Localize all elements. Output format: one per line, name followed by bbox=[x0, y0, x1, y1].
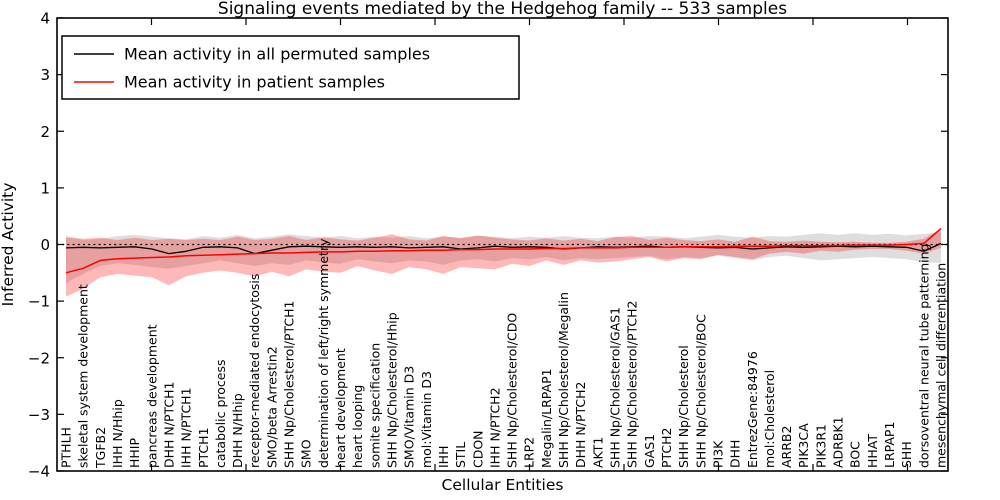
x-category-label: GAS1 bbox=[642, 434, 657, 468]
x-category-label: SMO/beta Arrestin2 bbox=[264, 346, 279, 468]
x-category-label: DHH N/Hhip bbox=[230, 393, 245, 468]
x-category-label: TGFB2 bbox=[93, 427, 108, 469]
x-category-label: SMO/Vitamin D3 bbox=[402, 366, 417, 468]
y-tick-label: 2 bbox=[40, 123, 50, 141]
legend-box bbox=[61, 35, 520, 100]
x-category-label: determination of left/right symmetry bbox=[316, 238, 331, 468]
x-category-label: pancreas development bbox=[144, 324, 159, 468]
x-category-label: IHH N/Hhip bbox=[110, 399, 125, 468]
x-category-label: SHH Np/Cholesterol/CDO bbox=[505, 313, 520, 468]
x-category-label: PI3K bbox=[710, 440, 725, 468]
x-category-label: IHH bbox=[436, 446, 451, 469]
permuted-mean-line bbox=[65, 242, 942, 255]
x-category-label: SHH Np/Cholesterol/Megalin bbox=[556, 292, 571, 468]
x-category-label: PTHLH bbox=[59, 427, 74, 468]
chart-title: Signaling events mediated by the Hedgeho… bbox=[218, 0, 787, 19]
patient-mean-line bbox=[65, 228, 942, 274]
x-category-label: dorsoventral neural tube patterning bbox=[916, 244, 931, 469]
x-category-label: PTCH1 bbox=[196, 427, 211, 468]
x-category-label: HHIP bbox=[127, 438, 142, 468]
x-category-label: catabolic process bbox=[213, 359, 228, 468]
x-category-label: somite specification bbox=[367, 343, 382, 468]
x-category-label: LRP2 bbox=[522, 437, 537, 468]
x-category-label: SMO bbox=[299, 439, 314, 468]
x-category-label: SHH bbox=[899, 441, 914, 468]
x-category-label: SHH Np/Cholesterol bbox=[676, 345, 691, 468]
x-category-label: AKT1 bbox=[590, 437, 605, 468]
x-category-label: DHH N/PTCH2 bbox=[573, 382, 588, 468]
x-category-label: BOC bbox=[848, 441, 863, 468]
x-category-label: EntrezGene:84976 bbox=[745, 351, 760, 468]
y-tick-label: 4 bbox=[40, 10, 50, 28]
x-category-label: receptor-mediated endocytosis bbox=[247, 274, 262, 468]
x-category-label: STIL bbox=[453, 442, 468, 468]
y-tick-label: −4 bbox=[28, 463, 50, 481]
x-category-label: heart looping bbox=[350, 385, 365, 468]
y-tick-label: −3 bbox=[28, 406, 50, 424]
y-tick-label: −1 bbox=[28, 293, 50, 311]
x-category-label: DHH N/PTCH1 bbox=[161, 382, 176, 468]
x-category-label: PIK3R1 bbox=[813, 424, 828, 468]
x-category-label: LRPAP1 bbox=[882, 422, 897, 468]
x-category-label: SHH Np/Cholesterol/BOC bbox=[693, 314, 708, 468]
x-category-label: PTCH2 bbox=[659, 427, 674, 468]
x-category-label: SHH Np/Cholesterol/GAS1 bbox=[608, 307, 623, 468]
legend-entry-label: Mean activity in patient samples bbox=[124, 73, 385, 92]
y-tick-label: 1 bbox=[40, 179, 50, 197]
y-tick-label: 3 bbox=[40, 66, 50, 84]
x-category-label: SHH Np/Cholesterol/Hhip bbox=[384, 312, 399, 468]
x-category-label: mol:Vitamin D3 bbox=[419, 371, 434, 468]
x-category-label: ADRBK1 bbox=[831, 416, 846, 468]
x-category-label: IHH N/PTCH2 bbox=[487, 387, 502, 468]
x-category-label: Megalin/LRPAP1 bbox=[539, 368, 554, 468]
x-category-label: SHH Np/Cholesterol/PTCH2 bbox=[625, 301, 640, 469]
patient-range-band bbox=[66, 228, 941, 297]
x-category-label: ARRB2 bbox=[779, 426, 794, 468]
y-tick-label: −2 bbox=[28, 349, 50, 367]
x-category-label: skeletal system development bbox=[76, 284, 91, 468]
permuted-range-band bbox=[66, 232, 941, 283]
legend-entry-label: Mean activity in all permuted samples bbox=[124, 45, 430, 64]
y-axis-label: Inferred Activity bbox=[0, 183, 17, 307]
x-category-label: mol:Cholesterol bbox=[762, 370, 777, 468]
x-category-label: mesenchymal cell differentiation bbox=[934, 263, 949, 468]
x-category-label: CDON bbox=[470, 430, 485, 468]
x-category-label: IHH N/PTCH1 bbox=[179, 387, 194, 468]
x-axis-label: Cellular Entities bbox=[442, 476, 564, 494]
x-category-label: DHH bbox=[728, 440, 743, 468]
x-category-label: HHAT bbox=[865, 434, 880, 468]
y-tick-label: 0 bbox=[40, 236, 50, 254]
x-category-label: heart development bbox=[333, 348, 348, 468]
x-category-label: PIK3CA bbox=[796, 423, 811, 468]
x-category-label: SHH Np/Cholesterol/PTCH1 bbox=[282, 301, 297, 469]
